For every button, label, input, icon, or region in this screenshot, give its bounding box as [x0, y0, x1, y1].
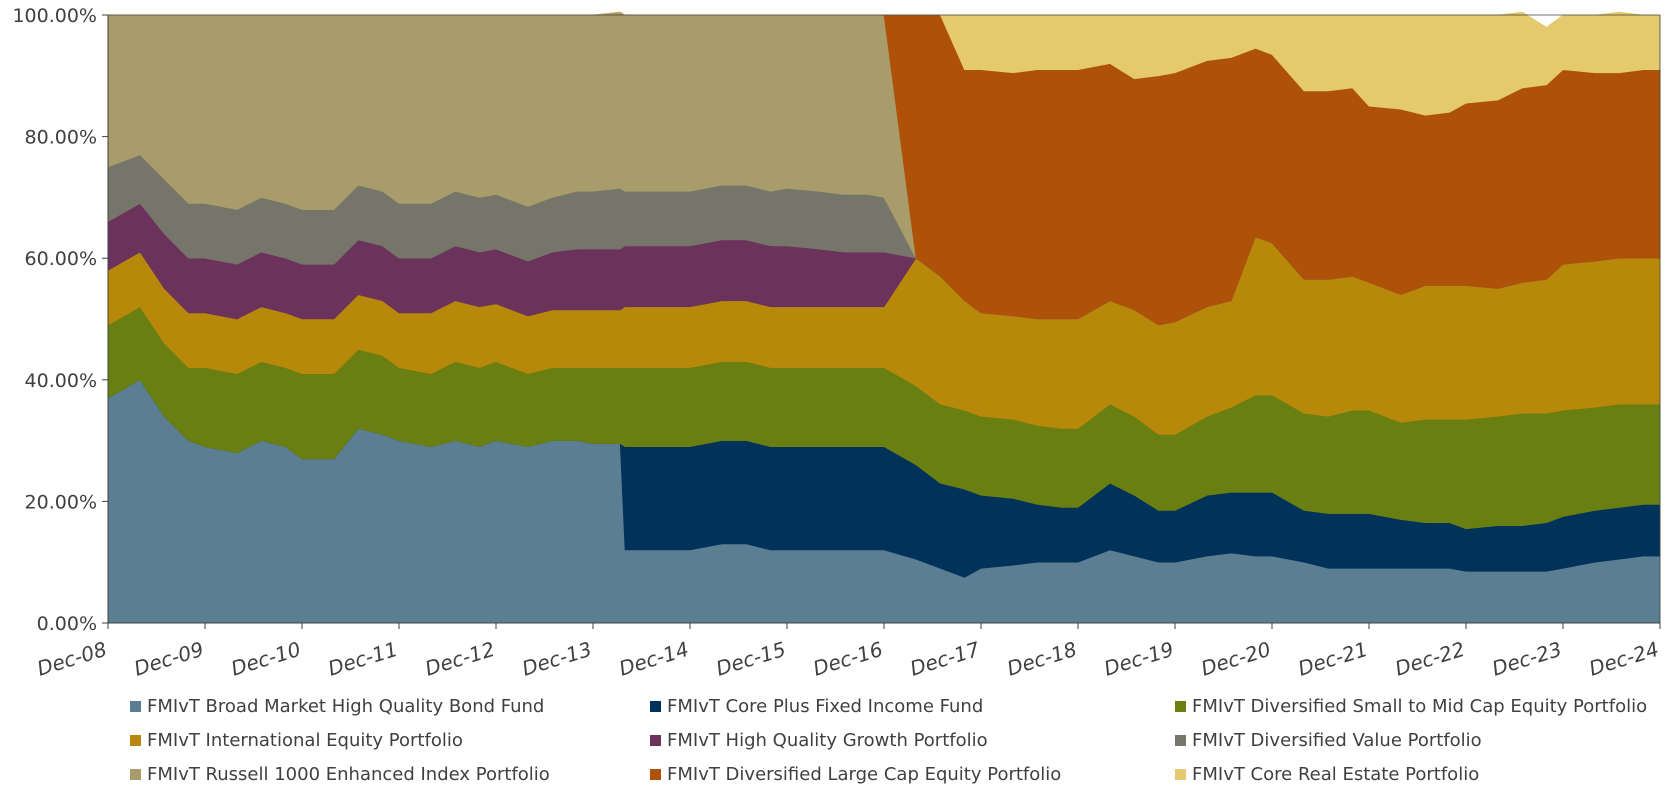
legend-item: FMIvT High Quality Growth Portfolio — [650, 723, 988, 757]
x-tick-label: Dec-20 — [1198, 637, 1273, 681]
legend-swatch — [650, 734, 661, 746]
legend-label: FMIvT Russell 1000 Enhanced Index Portfo… — [147, 763, 550, 785]
legend-swatch — [1175, 768, 1186, 780]
area-series-group — [107, 11, 1661, 624]
x-tick-label: Dec-09 — [131, 637, 206, 681]
x-tick-label: Dec-19 — [1101, 637, 1176, 681]
x-tick-label: Dec-24 — [1586, 637, 1661, 681]
y-tick-label: 0.00% — [37, 613, 97, 635]
x-tick-label: Dec-21 — [1295, 637, 1370, 681]
legend-item: FMIvT Core Real Estate Portfolio — [1175, 757, 1479, 791]
x-tick-label: Dec-18 — [1004, 637, 1079, 681]
legend-item: FMIvT International Equity Portfolio — [130, 723, 463, 757]
y-tick-label: 20.00% — [25, 491, 97, 513]
x-tick-label: Dec-10 — [228, 637, 303, 681]
legend-item: FMIvT Diversified Large Cap Equity Portf… — [650, 757, 1061, 791]
legend-swatch — [130, 768, 141, 780]
x-tick-label: Dec-16 — [810, 637, 885, 681]
legend: FMIvT Broad Market High Quality Bond Fun… — [130, 696, 1670, 791]
legend-item: FMIvT Core Plus Fixed Income Fund — [650, 689, 983, 723]
legend-item: FMIvT Diversified Value Portfolio — [1175, 723, 1482, 757]
x-tick-label: Dec-11 — [325, 637, 400, 681]
x-tick-label: Dec-17 — [907, 637, 983, 681]
y-tick-label: 60.00% — [25, 248, 97, 270]
y-tick-label: 40.00% — [25, 370, 97, 392]
x-tick-label: Dec-15 — [713, 637, 788, 681]
legend-label: FMIvT Diversified Small to Mid Cap Equit… — [1192, 695, 1648, 717]
legend-label: FMIvT Core Real Estate Portfolio — [1192, 763, 1480, 785]
x-tick-label: Dec-23 — [1489, 637, 1564, 681]
legend-item: FMIvT Broad Market High Quality Bond Fun… — [130, 689, 544, 723]
x-tick-label: Dec-14 — [616, 637, 691, 681]
legend-swatch — [650, 768, 661, 780]
legend-label: FMIvT High Quality Growth Portfolio — [667, 729, 988, 751]
legend-label: FMIvT Broad Market High Quality Bond Fun… — [147, 695, 545, 717]
legend-swatch — [130, 700, 141, 712]
x-tick-label: Dec-22 — [1392, 637, 1467, 681]
legend-label: FMIvT Diversified Value Portfolio — [1192, 729, 1482, 751]
y-tick-label: 100.00% — [12, 5, 97, 27]
legend-item: FMIvT Russell 1000 Enhanced Index Portfo… — [130, 757, 550, 791]
legend-swatch — [1175, 734, 1186, 746]
x-tick-label: Dec-08 — [34, 637, 109, 681]
x-tick-label: Dec-12 — [422, 637, 497, 681]
legend-item: FMIvT Diversified Small to Mid Cap Equit… — [1175, 689, 1647, 723]
legend-label: FMIvT International Equity Portfolio — [147, 729, 463, 751]
legend-label: FMIvT Core Plus Fixed Income Fund — [667, 695, 984, 717]
legend-swatch — [130, 734, 141, 746]
legend-label: FMIvT Diversified Large Cap Equity Portf… — [667, 763, 1062, 785]
x-tick-label: Dec-13 — [519, 637, 594, 681]
y-tick-label: 80.00% — [25, 127, 97, 149]
legend-swatch — [1175, 700, 1186, 712]
legend-swatch — [650, 700, 661, 712]
